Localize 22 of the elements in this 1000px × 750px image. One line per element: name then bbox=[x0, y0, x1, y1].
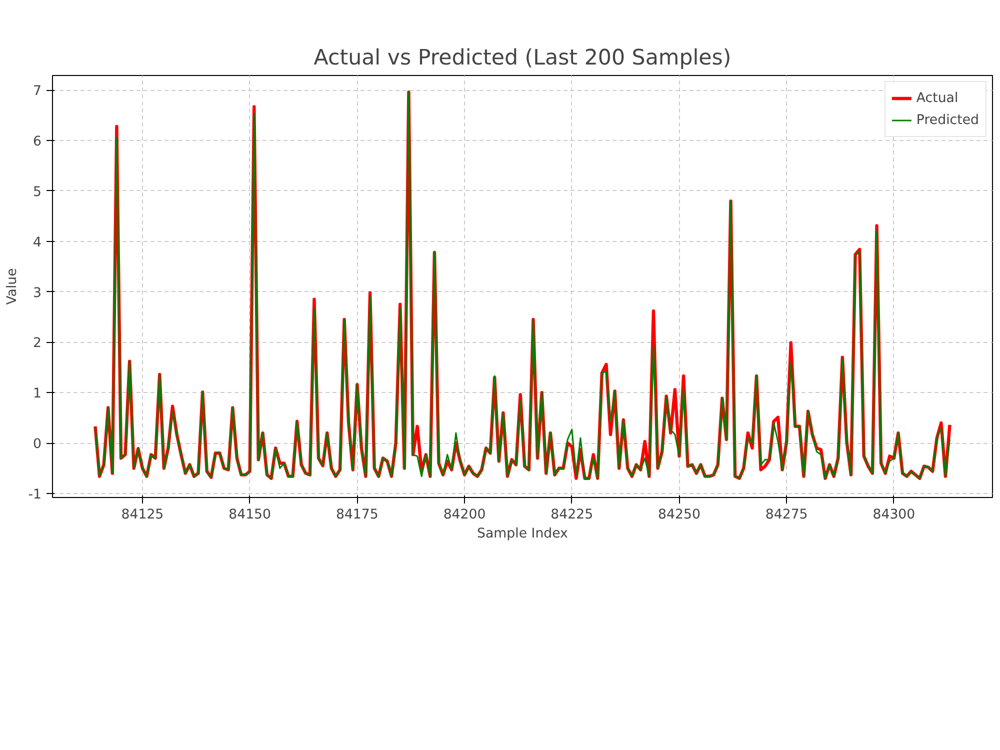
y-axis-title: Value bbox=[5, 268, 20, 305]
y-tick-label: 3 bbox=[33, 286, 42, 301]
x-tick-label: 84225 bbox=[550, 508, 594, 522]
x-tick-label: 84125 bbox=[121, 508, 164, 522]
x-tick-label: 84175 bbox=[336, 508, 378, 522]
y-tick-label: 7 bbox=[33, 84, 42, 100]
y-tick-label: 2 bbox=[33, 336, 42, 352]
chart-title: Actual vs Predicted (Last 200 Samples) bbox=[314, 46, 732, 70]
x-tick-label: 84275 bbox=[765, 508, 808, 522]
x-tick-label: 84250 bbox=[658, 508, 700, 522]
x-tick-label: 84300 bbox=[872, 508, 916, 522]
x-axis-title: Sample Index bbox=[477, 526, 568, 542]
y-tick-label: -1 bbox=[28, 487, 42, 502]
y-tick-label: 1 bbox=[33, 386, 42, 402]
x-tick-label: 84150 bbox=[228, 508, 272, 522]
y-tick-label: 6 bbox=[33, 134, 42, 150]
x-tick-label: 84200 bbox=[443, 508, 486, 522]
legend-label: Actual bbox=[916, 90, 958, 106]
legend-label: Predicted bbox=[916, 112, 979, 128]
y-tick-label: 0 bbox=[33, 437, 42, 452]
y-tick-label: 5 bbox=[33, 184, 42, 200]
y-tick-label: 4 bbox=[33, 235, 42, 250]
